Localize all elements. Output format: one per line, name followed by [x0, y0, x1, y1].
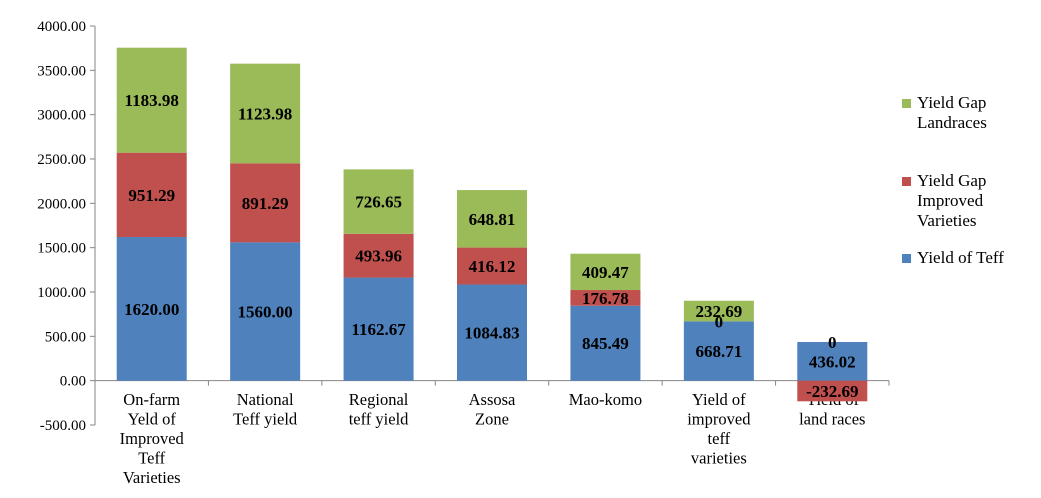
bar-segment-gap-improved	[797, 380, 868, 402]
bar-segment-gap-improved	[116, 152, 187, 238]
x-category-label: On-farm Yeld of Improved Teff Varieties	[120, 390, 185, 487]
y-tick-label: 500.00	[45, 329, 86, 345]
legend-entry-label: Yield Gap Improved Varieties	[917, 171, 986, 230]
legend-entry-label-line: Landraces	[917, 113, 987, 132]
x-category-label-line: Improved	[120, 429, 185, 448]
y-tick-label: 0.00	[60, 374, 86, 390]
legend-entry-label: Yield of Teff	[917, 248, 1004, 267]
bar-segment-gap-landraces	[570, 253, 641, 291]
data-label: 891.29	[242, 194, 289, 213]
data-label: 1620.00	[124, 300, 179, 319]
bar-segment-gap-improved	[570, 290, 641, 306]
y-tick-label: 1500.00	[37, 241, 86, 257]
data-label: 1183.98	[125, 91, 179, 110]
data-label: 493.96	[355, 247, 402, 266]
data-label: 0	[715, 312, 724, 331]
data-label: 409.47	[582, 263, 629, 282]
data-label: 176.78	[582, 289, 629, 308]
bar-segment-yield-of-teff	[683, 321, 754, 381]
data-labels-layer: 1620.00 951.29 1183.98 1560.00 891.29 1123.98…	[124, 91, 858, 401]
x-category-label-line: land races	[799, 410, 865, 429]
x-category-label: Regional teff yield	[349, 390, 409, 429]
data-label: 416.12	[469, 257, 516, 276]
bar-segment-yield-of-teff	[457, 284, 527, 381]
x-category-label-line: Teff	[138, 449, 165, 468]
bar-segment-yield-of-teff	[230, 242, 301, 381]
x-category-label-line: teff yield	[349, 410, 409, 429]
legend-entry-label-line: Yield Gap	[917, 171, 986, 190]
x-category-label-line: Yield of	[692, 390, 746, 409]
legend-entry-label-line: Yield Gap	[917, 93, 986, 112]
legend-swatch	[902, 99, 911, 108]
legend-entry-label-line: Varieties	[917, 211, 976, 230]
y-tick-label: 3000.00	[37, 108, 86, 124]
bar-segment-gap-improved	[230, 163, 301, 243]
data-label: 232.69	[695, 302, 742, 321]
x-category-label-line: Assosa	[469, 390, 516, 409]
axes-layer: 4000.00 3500.00 3000.00 2500.00 2000.00 1500.…	[37, 19, 890, 487]
y-tick-label: 2000.00	[37, 196, 86, 212]
bar-segment-yield-of-teff	[570, 305, 641, 381]
bar-segment-gap-improved	[457, 247, 527, 285]
y-tick-label: -500.00	[40, 418, 86, 434]
data-label: 726.65	[355, 193, 402, 212]
bars-layer	[116, 47, 868, 402]
bar-segment-gap-improved	[343, 233, 414, 278]
x-category-label-line: National	[237, 390, 294, 409]
x-category-label: Yield of improved teff varieties	[687, 390, 751, 468]
data-label: 1123.98	[238, 104, 292, 123]
legend-swatch	[902, 177, 911, 186]
x-category-label-line: On-farm	[123, 390, 180, 409]
data-label: 951.29	[128, 186, 175, 205]
x-category-label-line: Yeld of	[128, 410, 177, 429]
bar-segment-yield-of-teff	[797, 342, 868, 381]
x-category-label: National Teff yield	[233, 390, 298, 429]
bar-segment-yield-of-teff	[343, 277, 414, 381]
x-category-label-line: improved	[687, 410, 751, 429]
bar-segment-gap-landraces	[343, 169, 414, 234]
x-category-label: Assosa Zone	[469, 390, 516, 429]
x-category-label-line: Teff yield	[233, 410, 298, 429]
x-category-label: Mao-komo	[569, 390, 642, 409]
data-label: 0	[828, 333, 837, 352]
legend-swatch	[902, 254, 911, 263]
bar-segment-yield-of-teff	[116, 237, 187, 381]
x-category-label-line: teff	[708, 429, 731, 448]
x-category-label-line: varieties	[691, 449, 747, 468]
bar-segment-gap-landraces	[116, 47, 187, 153]
legend-entry-label-line: Yield of Teff	[917, 248, 1004, 267]
bar-segment-gap-landraces	[230, 63, 301, 164]
data-label: -232.69	[806, 382, 858, 401]
y-tick-label: 4000.00	[37, 19, 86, 35]
legend-entry-label-line: Improved	[917, 191, 984, 210]
x-category-label-line: Regional	[349, 390, 409, 409]
y-tick-label: 1000.00	[37, 285, 86, 301]
data-label: 1084.83	[464, 324, 519, 343]
x-category-label-line: Varieties	[123, 468, 181, 487]
legend-entry-label: Yield Gap Landraces	[917, 93, 987, 132]
x-category-label-line: Zone	[475, 410, 509, 429]
data-label: 1560.00	[238, 303, 293, 322]
y-tick-label: 2500.00	[37, 152, 86, 168]
bar-segment-gap-landraces	[457, 190, 527, 248]
y-tick-label: 3500.00	[37, 63, 86, 79]
bar-segment-gap-landraces	[683, 300, 754, 322]
x-category-label-line: Mao-komo	[569, 390, 642, 409]
data-label: 648.81	[469, 210, 516, 229]
data-label: 845.49	[582, 334, 629, 353]
data-label: 436.02	[809, 352, 856, 371]
data-label: 1162.67	[351, 320, 406, 339]
data-label: 668.71	[695, 342, 742, 361]
